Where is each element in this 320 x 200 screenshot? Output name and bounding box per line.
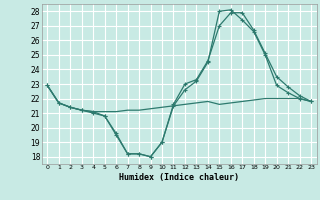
X-axis label: Humidex (Indice chaleur): Humidex (Indice chaleur) (119, 173, 239, 182)
